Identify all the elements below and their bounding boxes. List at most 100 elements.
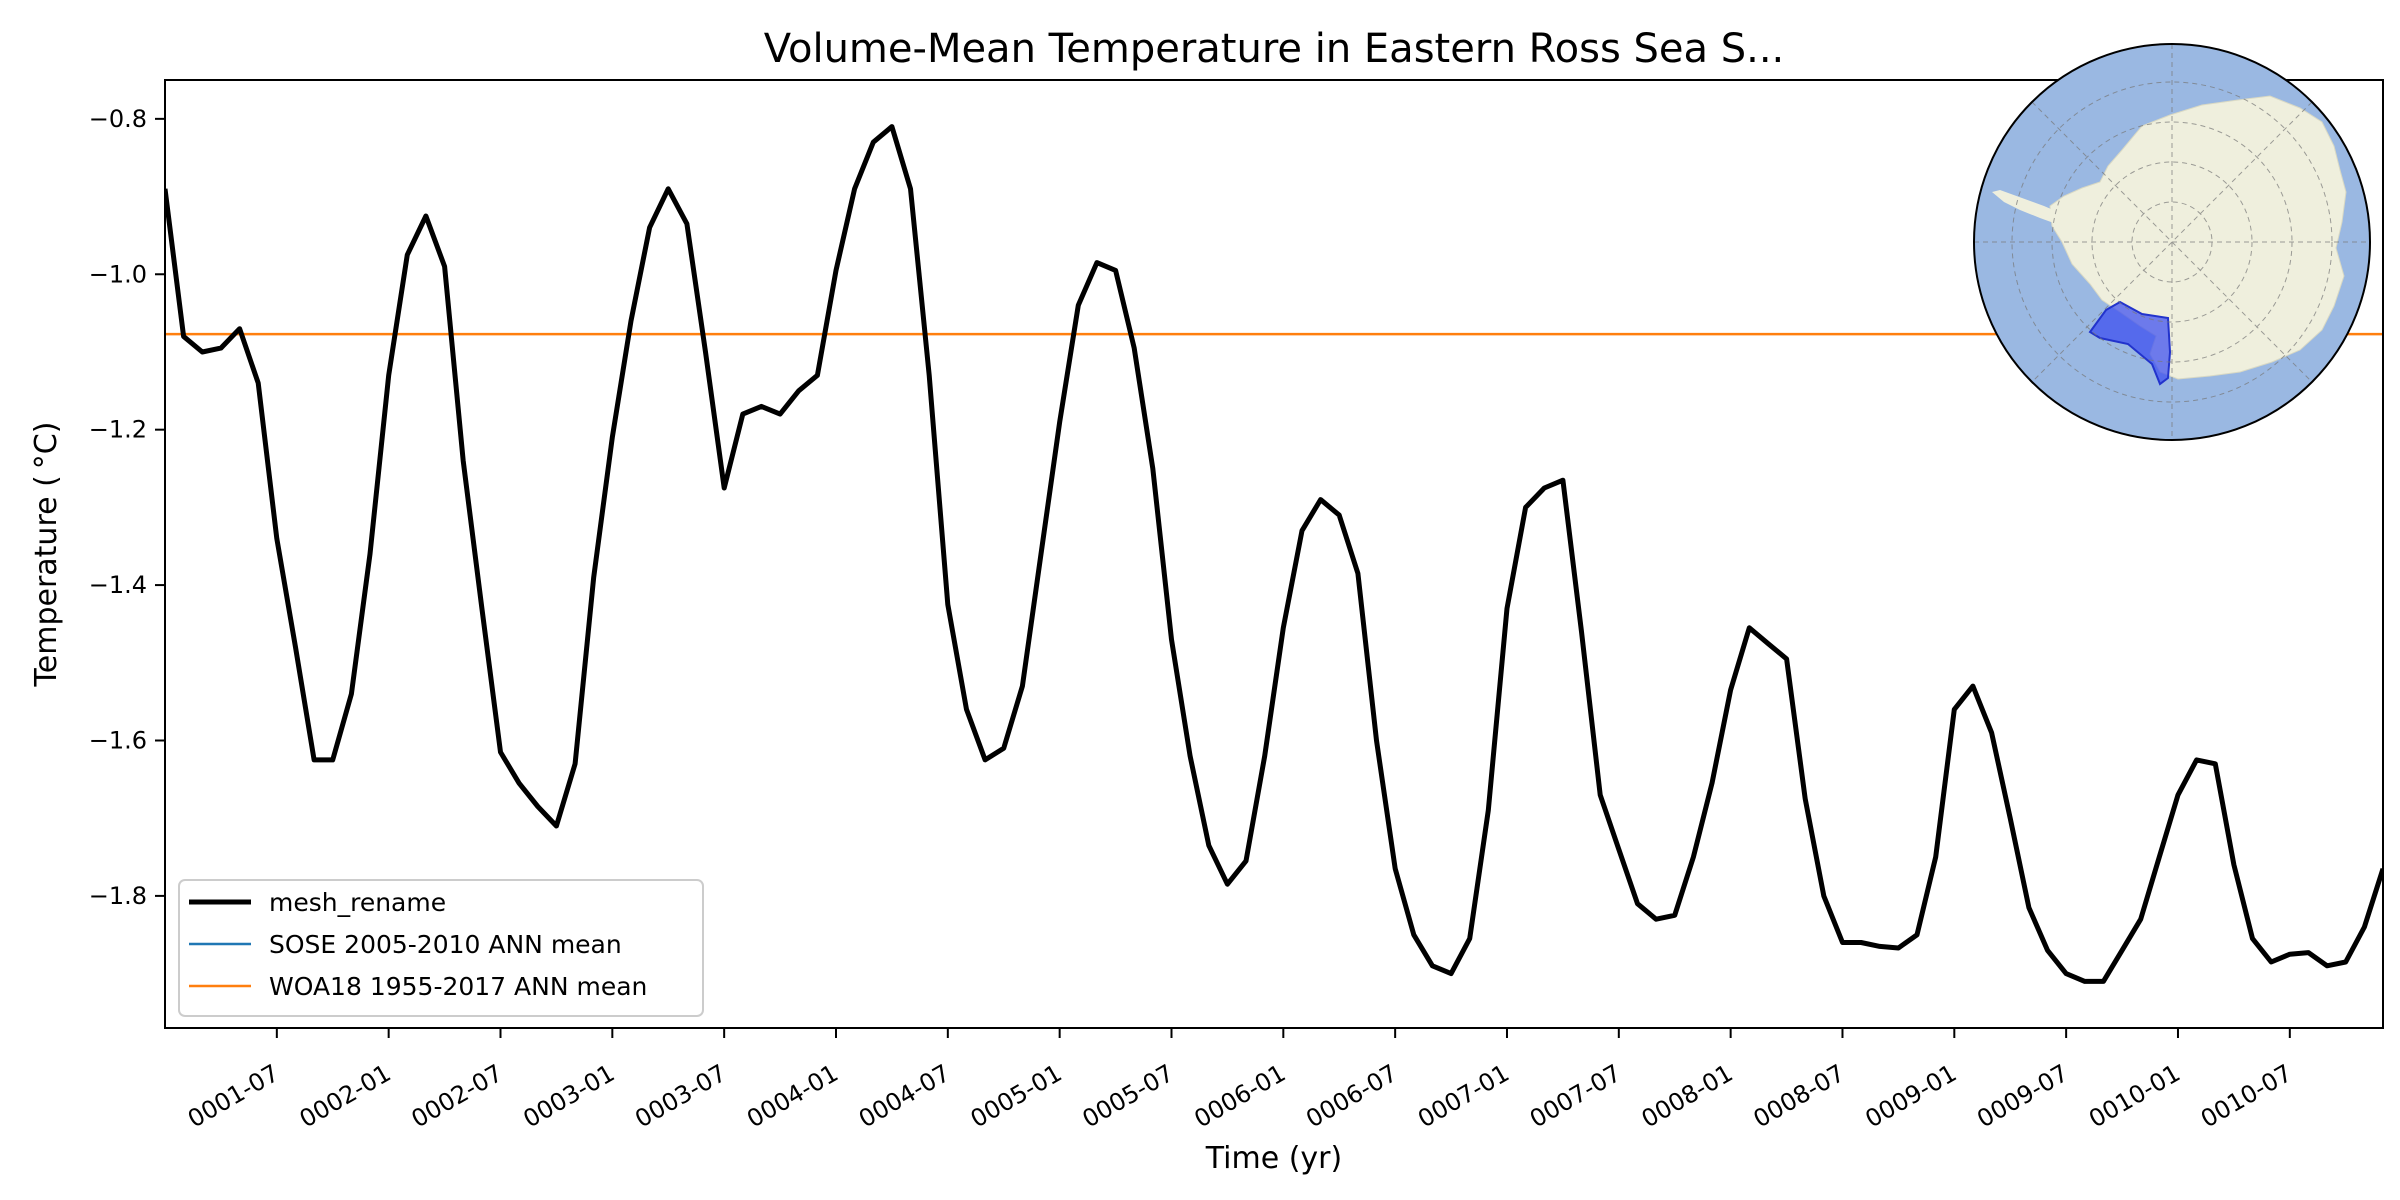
data-point — [686, 223, 688, 225]
data-point — [1152, 467, 1154, 470]
data-point — [369, 553, 371, 555]
data-point — [331, 759, 334, 761]
data-point — [909, 188, 912, 190]
data-point — [1692, 856, 1695, 858]
data-point — [1319, 498, 1322, 501]
data-point — [294, 646, 297, 648]
x-tick-label: 0010-07 — [2196, 1059, 2297, 1133]
data-point — [2046, 949, 2049, 952]
data-point — [742, 413, 744, 415]
data-point — [406, 254, 409, 256]
map-peninsula — [1992, 190, 2062, 226]
data-point — [1823, 895, 1825, 897]
data-point — [1599, 794, 1601, 796]
data-point — [238, 327, 241, 330]
data-point — [1767, 642, 1769, 645]
data-point — [611, 436, 614, 439]
data-point — [1841, 941, 1844, 944]
data-point — [2121, 949, 2123, 952]
data-point — [1077, 304, 1080, 307]
data-point — [965, 708, 968, 711]
data-point — [723, 487, 725, 489]
x-tick-label: 0008-01 — [1637, 1059, 1738, 1133]
data-point — [1618, 848, 1620, 851]
data-point — [1226, 883, 1229, 885]
data-point — [592, 576, 595, 579]
data-point — [853, 188, 856, 190]
y-tick-label: −1.6 — [89, 726, 147, 754]
x-tick-label: 0006-01 — [1189, 1059, 1290, 1133]
data-point — [1189, 755, 1191, 757]
data-point — [1487, 809, 1490, 812]
data-point — [443, 265, 446, 268]
plot-frame — [164, 79, 2384, 1029]
data-point — [1711, 782, 1713, 784]
data-point — [1021, 685, 1024, 687]
x-tick-label: 0004-01 — [742, 1059, 843, 1133]
data-point — [1636, 902, 1639, 905]
data-point — [1114, 269, 1117, 272]
data-point — [1860, 941, 1862, 944]
x-tick-label: 0010-01 — [2084, 1059, 2185, 1133]
data-point — [555, 825, 558, 827]
data-point — [1990, 731, 1993, 734]
data-point — [462, 460, 465, 462]
data-point — [1357, 572, 1359, 575]
data-point — [2289, 953, 2291, 955]
data-point — [816, 374, 819, 377]
data-point — [2139, 918, 2142, 920]
data-point — [2195, 759, 2198, 761]
legend-label-mesh-rename: mesh_rename — [269, 888, 446, 917]
data-point — [1506, 607, 1508, 610]
y-axis-title: Temperature ( °C) — [29, 422, 64, 688]
map-shelf-region — [2088, 300, 2172, 386]
data-point — [1375, 739, 1378, 742]
x-tick-label: 0002-07 — [407, 1059, 508, 1133]
chart-title: Volume-Mean Temperature in Eastern Ross … — [764, 26, 1785, 72]
data-point — [2065, 972, 2067, 975]
antarctica-inset-map — [1973, 43, 2371, 441]
data-point — [499, 751, 502, 753]
data-point — [1897, 947, 1900, 949]
x-tick-label: 0003-07 — [630, 1059, 731, 1133]
data-point — [1916, 934, 1918, 936]
data-point — [1394, 867, 1396, 870]
data-point — [779, 413, 781, 415]
x-tick-label: 0008-07 — [1749, 1059, 1850, 1133]
data-point — [387, 374, 390, 377]
x-tick-label: 0007-01 — [1413, 1059, 1514, 1133]
data-point — [2251, 937, 2254, 940]
data-point — [481, 607, 483, 610]
data-point — [518, 782, 520, 784]
data-point — [220, 347, 222, 349]
legend-frame — [178, 879, 704, 1017]
data-point — [648, 226, 651, 229]
y-axis: −1.8 −1.6 −1.4 −1.2 −1.0 −0.8 — [89, 105, 165, 910]
data-point — [1934, 856, 1937, 858]
data-point — [2326, 965, 2328, 967]
data-point — [1580, 630, 1583, 633]
data-point — [2270, 961, 2272, 963]
data-point — [1673, 914, 1676, 917]
x-tick-label: 0007-07 — [1525, 1059, 1626, 1133]
data-point — [276, 537, 278, 540]
data-point — [1133, 347, 1135, 349]
data-point — [2214, 763, 2217, 765]
legend: mesh_rename SOSE 2005-2010 ANN mean WOA1… — [178, 879, 704, 1017]
data-point — [1338, 514, 1340, 516]
data-point — [667, 188, 669, 190]
data-point — [1879, 945, 1881, 948]
series-line-mesh-rename — [165, 124, 2383, 984]
data-point — [1972, 685, 1974, 687]
data-point — [797, 390, 800, 392]
data-point — [704, 351, 707, 353]
data-point — [2028, 906, 2030, 909]
y-tick-label: −0.8 — [89, 105, 147, 133]
data-point — [1208, 844, 1210, 847]
x-tick-label: 0002-01 — [295, 1059, 396, 1133]
data-point — [1543, 487, 1546, 489]
data-point — [2009, 817, 2011, 819]
x-tick-label: 0005-01 — [966, 1059, 1067, 1133]
data-point — [760, 405, 763, 408]
